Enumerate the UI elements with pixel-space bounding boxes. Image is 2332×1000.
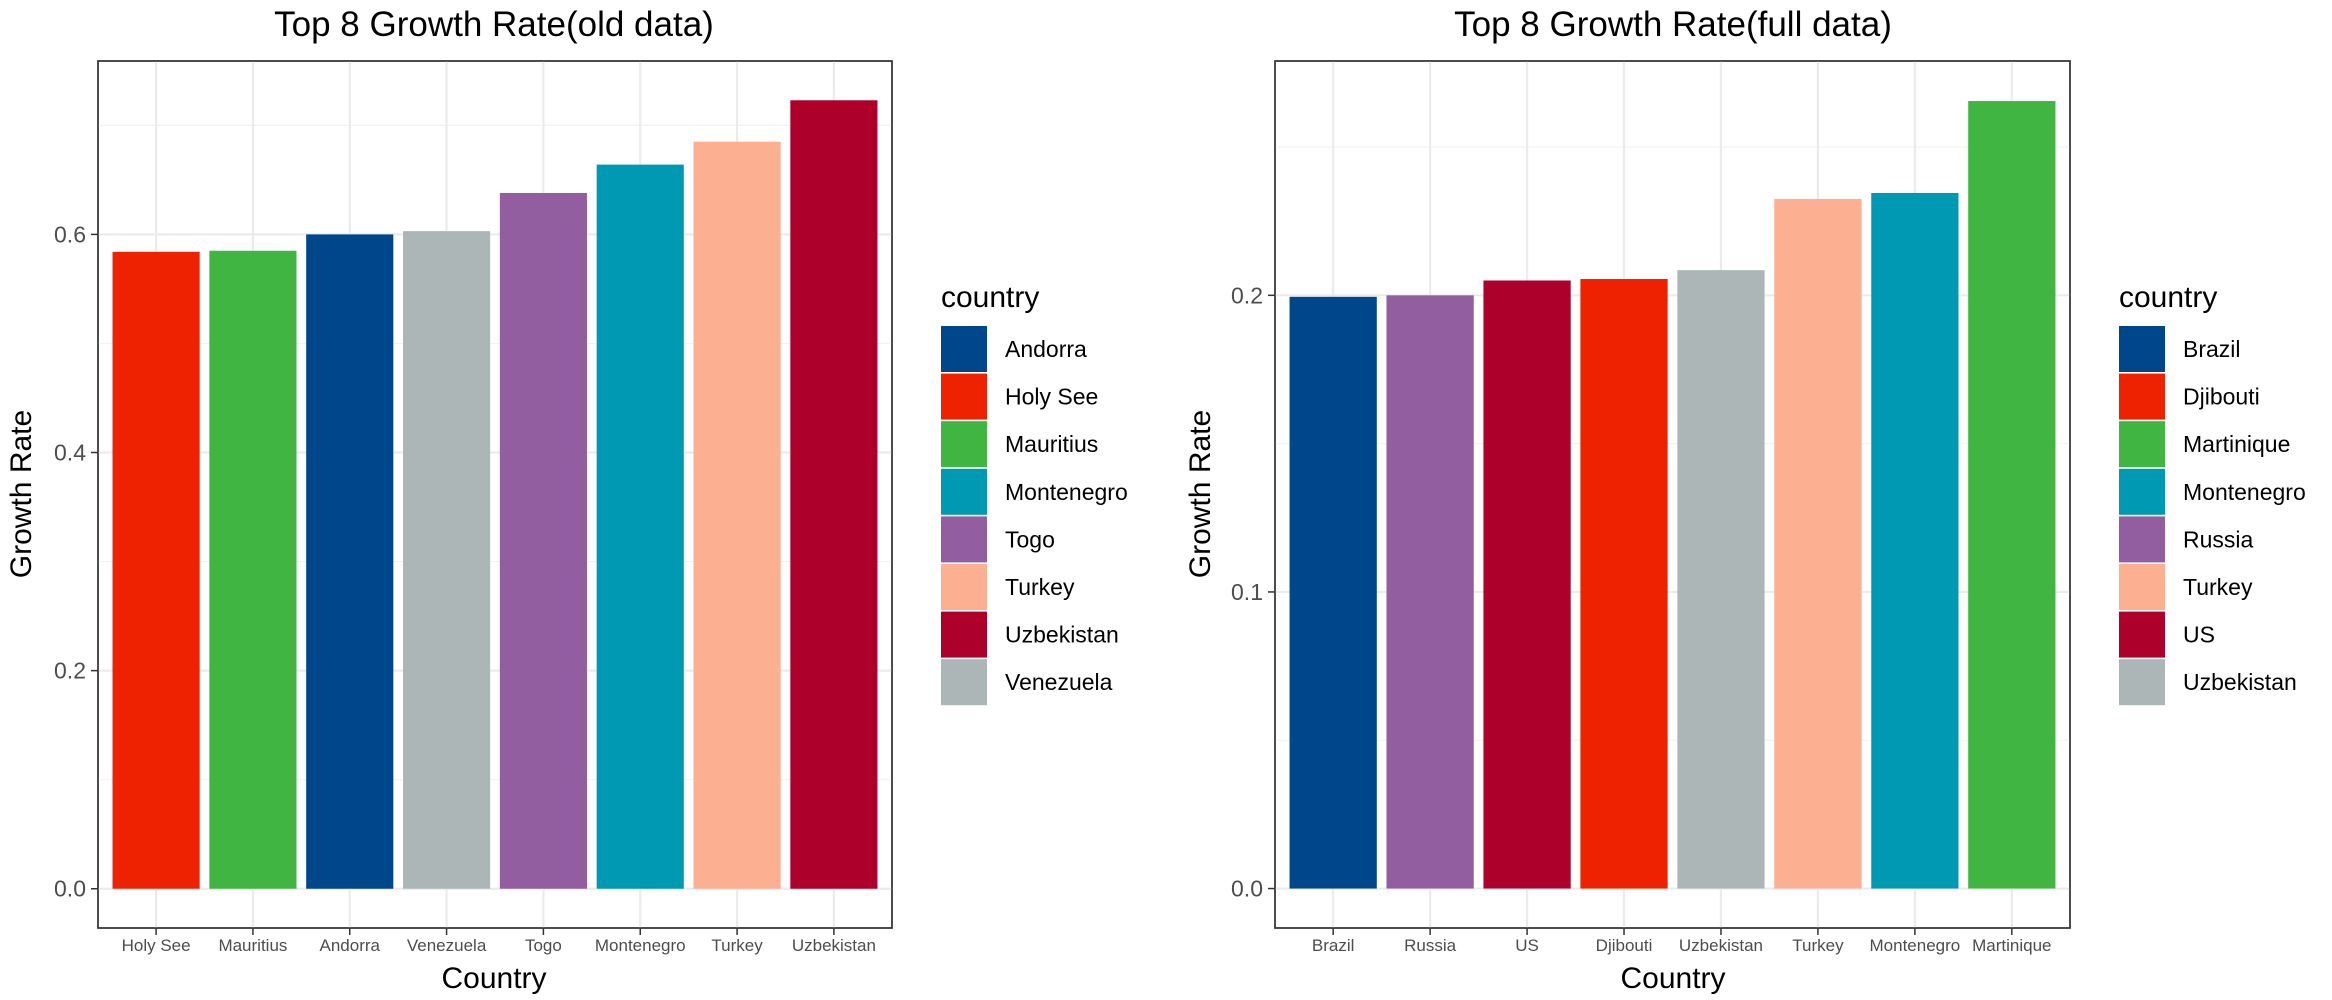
legend-swatch	[941, 373, 987, 420]
legend-swatch	[941, 516, 987, 563]
x-tick-label: Uzbekistan	[1679, 936, 1763, 955]
legend-title: country	[2119, 281, 2217, 314]
legend-label: Togo	[1005, 526, 1055, 552]
legend-label: Uzbekistan	[1005, 622, 1119, 648]
legend-swatch	[2119, 659, 2165, 706]
bar	[1968, 101, 2056, 889]
y-tick-label: 0.0	[54, 876, 86, 902]
legend-swatch	[941, 421, 987, 468]
legend-swatch	[941, 611, 987, 658]
x-tick-label: Holy See	[122, 936, 191, 955]
bar	[1483, 280, 1571, 889]
x-tick-label: Montenegro	[1870, 936, 1961, 955]
bar	[1871, 192, 1959, 889]
y-axis-label: Growth Rate	[5, 410, 38, 578]
bar	[596, 164, 684, 889]
bar	[1774, 198, 1862, 889]
legend-label: Brazil	[2183, 336, 2241, 362]
bars	[1289, 101, 2056, 889]
chart-old-data: Top 8 Growth Rate(old data) 0.0 0.2 0.4 0.6…	[5, 5, 1128, 995]
plot-panel-border	[1274, 60, 2071, 929]
legend-swatch	[2119, 326, 2165, 372]
x-tick-label: Uzbekistan	[792, 936, 876, 955]
x-tick-label: Andorra	[320, 936, 381, 955]
legend-swatch	[2119, 564, 2165, 610]
bar	[1289, 296, 1377, 889]
legend-swatch	[2119, 611, 2165, 658]
legend-label: US	[2183, 622, 2215, 648]
legend-swatch	[941, 564, 987, 610]
legend-title: country	[941, 281, 1039, 314]
x-tick-label: Brazil	[1312, 936, 1355, 955]
chart-title: Top 8 Growth Rate(old data)	[274, 5, 714, 44]
x-tick-label: Russia	[1404, 936, 1457, 955]
y-tick-label: 0.2	[1231, 282, 1263, 308]
legend-label: Montenegro	[2183, 479, 2306, 505]
legend-label: Turkey	[2183, 574, 2253, 600]
bar	[693, 141, 781, 889]
legend-label: Holy See	[1005, 384, 1098, 410]
bars	[112, 100, 878, 889]
legend-label: Mauritius	[1005, 431, 1098, 457]
x-tick-label: Togo	[525, 936, 562, 955]
chart-full-data: Top 8 Growth Rate(full data) 0.0 0.1 0.2 B…	[1184, 5, 2306, 995]
bar	[1386, 295, 1474, 889]
y-axis-label: Growth Rate	[1184, 410, 1217, 578]
plot-panel-border	[97, 60, 893, 929]
x-tick-label: Montenegro	[595, 936, 686, 955]
x-tick-label: Venezuela	[407, 936, 487, 955]
bar	[403, 231, 491, 889]
bar	[306, 234, 394, 889]
chart-title: Top 8 Growth Rate(full data)	[1454, 5, 1892, 44]
x-axis-ticks: Holy See Mauritius Andorra Venezuela Togo Mon…	[122, 928, 876, 955]
legend-label: Djibouti	[2183, 384, 2260, 410]
legend-label: Martinique	[2183, 431, 2290, 457]
legend-swatch	[941, 659, 987, 706]
y-axis-ticks: 0.0 0.1 0.2	[1231, 282, 1275, 902]
x-tick-label: Mauritius	[218, 936, 287, 955]
bar	[499, 192, 587, 889]
legend-swatch	[2119, 468, 2165, 515]
legend-label: Andorra	[1005, 336, 1087, 362]
y-tick-label: 0.2	[54, 658, 86, 684]
bar	[209, 250, 297, 889]
legend-label: Russia	[2183, 526, 2254, 552]
legend: country Andorra Holy See Mauritius Monteneg…	[941, 281, 1128, 706]
y-tick-label: 0.6	[54, 221, 86, 247]
legend-label: Uzbekistan	[2183, 669, 2297, 695]
legend-swatch	[2119, 516, 2165, 563]
legend-swatch	[941, 468, 987, 515]
bar	[112, 251, 200, 889]
legend-swatch	[2119, 421, 2165, 468]
legend: country Brazil Djibouti Martinique Monteneg…	[2119, 281, 2306, 706]
legend-label: Venezuela	[1005, 669, 1113, 695]
legend-label: Montenegro	[1005, 479, 1128, 505]
legend-items: Andorra Holy See Mauritius Montenegro Togo Tu…	[941, 326, 1128, 706]
x-tick-label: US	[1515, 936, 1539, 955]
legend-label: Turkey	[1005, 574, 1075, 600]
x-axis-label: Country	[441, 962, 546, 995]
x-tick-label: Djibouti	[1596, 936, 1653, 955]
x-axis-label: Country	[1620, 962, 1725, 995]
x-tick-label: Martinique	[1972, 936, 2051, 955]
y-tick-label: 0.0	[1231, 876, 1263, 902]
y-tick-label: 0.1	[1231, 579, 1263, 605]
bar	[790, 100, 878, 889]
legend-swatch	[941, 326, 987, 372]
y-axis-ticks: 0.0 0.2 0.4 0.6	[54, 221, 98, 902]
legend-items: Brazil Djibouti Martinique Montenegro Russia…	[2119, 326, 2306, 706]
bar	[1677, 270, 1765, 889]
y-tick-label: 0.4	[54, 440, 86, 466]
bar	[1580, 279, 1668, 889]
x-tick-label: Turkey	[711, 936, 763, 955]
legend-swatch	[2119, 373, 2165, 420]
x-tick-label: Turkey	[1792, 936, 1844, 955]
x-axis-ticks: Brazil Russia US Djibouti Uzbekistan Turkey Mo…	[1312, 928, 2052, 955]
